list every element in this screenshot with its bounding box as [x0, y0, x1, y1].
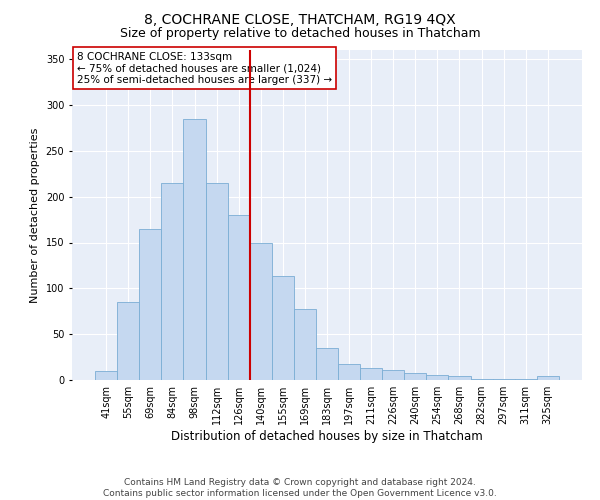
Text: Size of property relative to detached houses in Thatcham: Size of property relative to detached ho…	[119, 28, 481, 40]
Text: 8, COCHRANE CLOSE, THATCHAM, RG19 4QX: 8, COCHRANE CLOSE, THATCHAM, RG19 4QX	[144, 12, 456, 26]
Bar	[117, 302, 139, 380]
Bar	[294, 310, 316, 380]
Text: 8 COCHRANE CLOSE: 133sqm
← 75% of detached houses are smaller (1,024)
25% of sem: 8 COCHRANE CLOSE: 133sqm ← 75% of detach…	[77, 52, 332, 85]
Bar	[470, 379, 493, 380]
Bar	[427, 376, 448, 380]
Bar	[95, 371, 117, 380]
Bar	[272, 276, 294, 380]
Bar	[537, 376, 559, 380]
Bar	[250, 242, 272, 380]
Bar	[206, 183, 227, 380]
Bar	[404, 372, 427, 380]
Bar	[448, 376, 470, 380]
Bar	[316, 348, 338, 380]
Bar	[515, 379, 537, 380]
Y-axis label: Number of detached properties: Number of detached properties	[30, 128, 40, 302]
Bar	[382, 370, 404, 380]
Text: Contains HM Land Registry data © Crown copyright and database right 2024.
Contai: Contains HM Land Registry data © Crown c…	[103, 478, 497, 498]
Bar	[184, 118, 206, 380]
Bar	[161, 183, 184, 380]
Bar	[227, 215, 250, 380]
X-axis label: Distribution of detached houses by size in Thatcham: Distribution of detached houses by size …	[171, 430, 483, 443]
Bar	[338, 364, 360, 380]
Bar	[139, 229, 161, 380]
Bar	[360, 368, 382, 380]
Bar	[493, 379, 515, 380]
